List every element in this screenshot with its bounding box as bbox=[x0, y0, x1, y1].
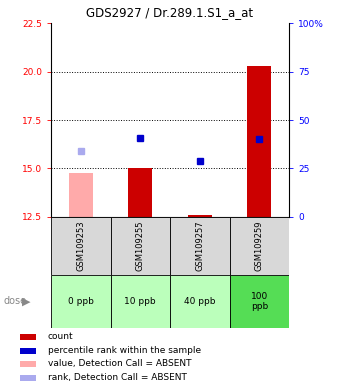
Text: 100
ppb: 100 ppb bbox=[251, 292, 268, 311]
Text: GSM109253: GSM109253 bbox=[76, 220, 85, 271]
Bar bbox=[51, 217, 110, 275]
Bar bbox=[230, 217, 289, 275]
Text: GSM109257: GSM109257 bbox=[195, 220, 204, 271]
Bar bbox=[230, 275, 289, 328]
Bar bbox=[110, 275, 170, 328]
Bar bbox=[170, 275, 230, 328]
Bar bbox=[69, 173, 92, 217]
Text: percentile rank within the sample: percentile rank within the sample bbox=[48, 346, 201, 355]
Bar bbox=[51, 275, 110, 328]
Bar bbox=[247, 66, 271, 217]
Text: rank, Detection Call = ABSENT: rank, Detection Call = ABSENT bbox=[48, 373, 186, 382]
Text: 40 ppb: 40 ppb bbox=[184, 297, 216, 306]
Bar bbox=[170, 217, 230, 275]
Bar bbox=[129, 169, 152, 217]
Text: ▶: ▶ bbox=[22, 296, 31, 306]
Bar bbox=[188, 215, 211, 217]
Bar bbox=[110, 217, 170, 275]
Text: dose: dose bbox=[3, 296, 27, 306]
Text: count: count bbox=[48, 333, 73, 341]
Text: GSM109255: GSM109255 bbox=[136, 220, 145, 271]
Text: 10 ppb: 10 ppb bbox=[124, 297, 156, 306]
Text: value, Detection Call = ABSENT: value, Detection Call = ABSENT bbox=[48, 359, 191, 368]
Text: GDS2927 / Dr.289.1.S1_a_at: GDS2927 / Dr.289.1.S1_a_at bbox=[86, 6, 254, 19]
Text: GSM109259: GSM109259 bbox=[255, 220, 264, 271]
Text: 0 ppb: 0 ppb bbox=[68, 297, 94, 306]
